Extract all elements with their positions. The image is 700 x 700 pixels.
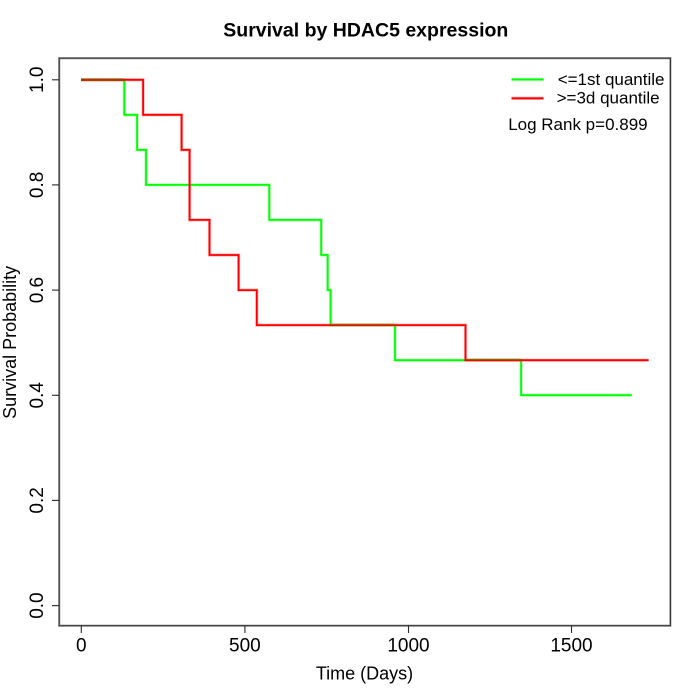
svg-text:Time (Days): Time (Days) [316, 664, 413, 684]
svg-text:0.0: 0.0 [27, 592, 48, 618]
svg-text:1000: 1000 [387, 636, 429, 657]
svg-text:1.0: 1.0 [27, 67, 48, 93]
svg-text:>=3d quantile: >=3d quantile [557, 88, 660, 107]
svg-text:<=1st quantile: <=1st quantile [558, 70, 665, 89]
svg-text:1500: 1500 [550, 636, 592, 657]
svg-text:0: 0 [76, 636, 87, 657]
svg-text:0.6: 0.6 [27, 277, 48, 303]
svg-text:0.2: 0.2 [27, 487, 48, 513]
svg-text:Survival Probability: Survival Probability [0, 266, 20, 419]
svg-text:Log Rank p=0.899: Log Rank p=0.899 [508, 115, 647, 134]
svg-text:0.8: 0.8 [27, 172, 48, 198]
svg-text:500: 500 [229, 636, 261, 657]
svg-text:Survival by HDAC5 expression: Survival by HDAC5 expression [223, 19, 508, 41]
svg-text:0.4: 0.4 [27, 382, 48, 409]
